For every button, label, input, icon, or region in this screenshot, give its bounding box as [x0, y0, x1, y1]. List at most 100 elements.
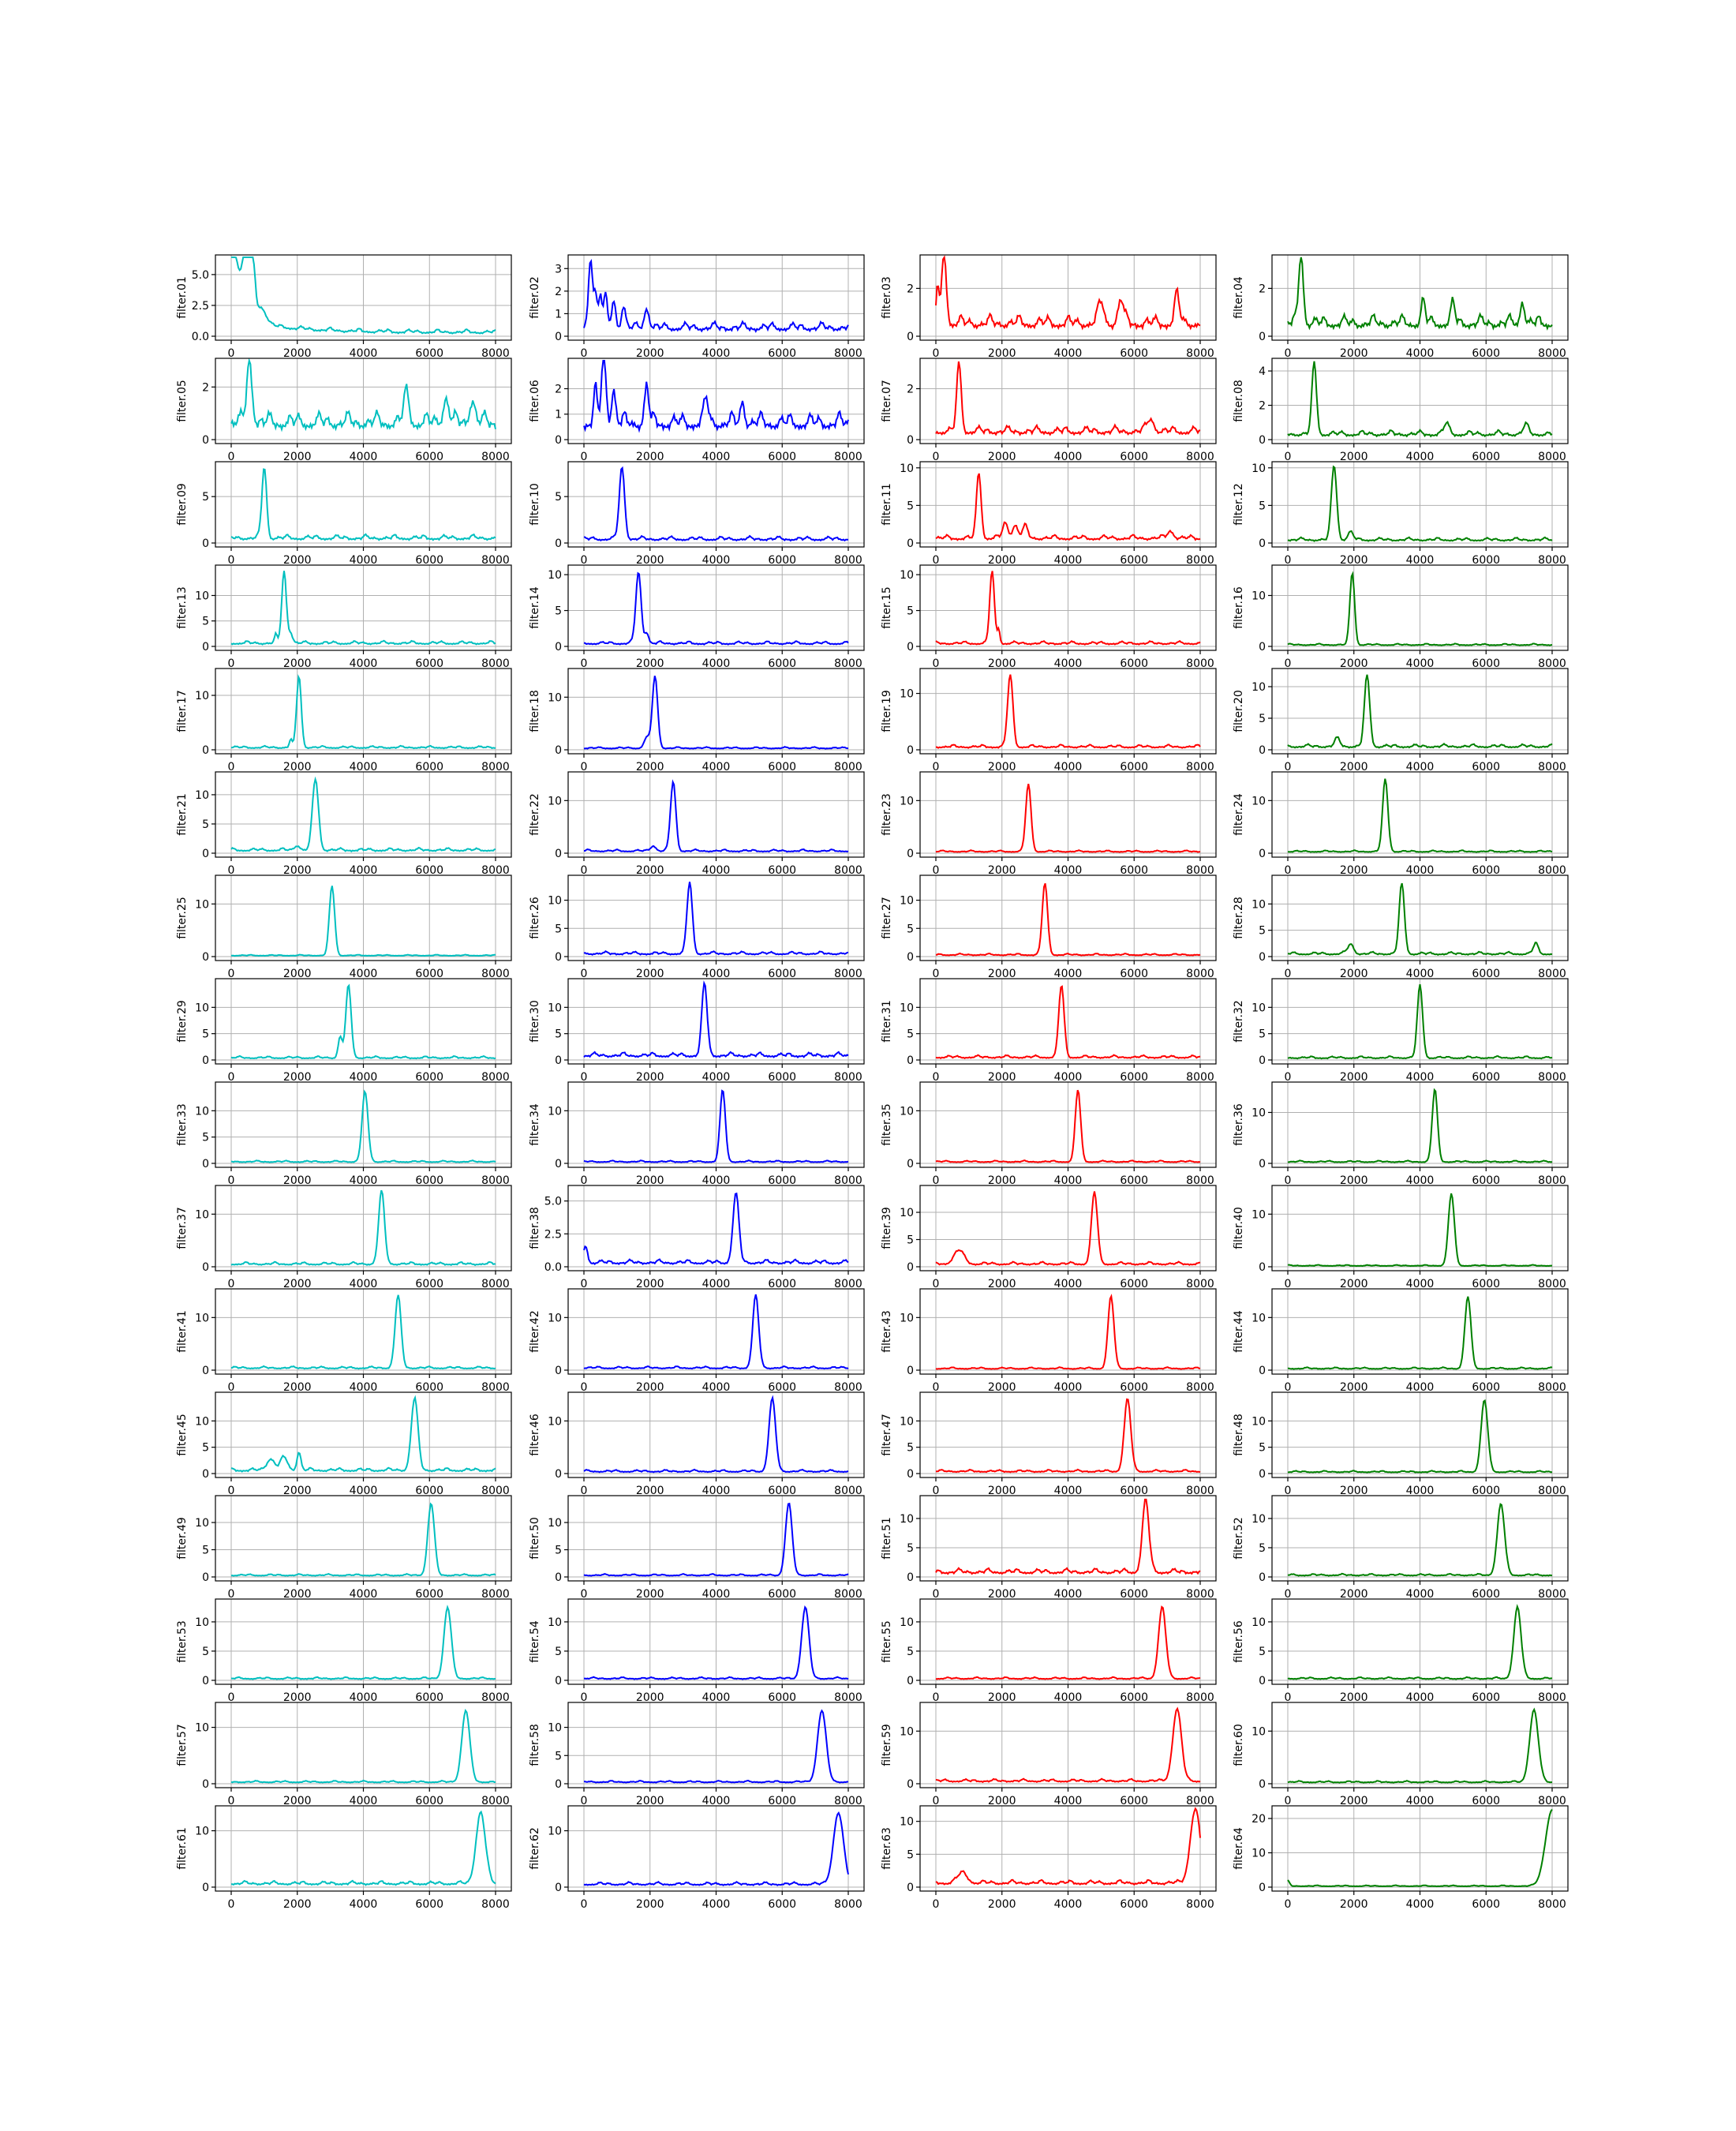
y-tick-label: 10 — [900, 1002, 914, 1014]
x-tick-label: 8000 — [834, 451, 862, 463]
x-tick-label: 4000 — [702, 657, 731, 670]
y-axis-label: filter.51 — [881, 1517, 893, 1560]
series-line — [1287, 1503, 1553, 1577]
y-tick-label: 0 — [202, 537, 209, 550]
y-tick-label: 10 — [195, 1616, 209, 1629]
y-tick-label: 10 — [1251, 1725, 1266, 1738]
x-tick-label: 4000 — [1054, 451, 1083, 463]
x-tick-label: 4000 — [1406, 1174, 1435, 1187]
x-tick-label: 6000 — [1472, 1485, 1500, 1497]
subplot-filter-19: 0 2000 4000 6000 8000 0 10 filter.19 — [881, 668, 1217, 773]
x-tick-label: 8000 — [1186, 761, 1214, 773]
subplot-filter-33: 0 2000 4000 6000 8000 0 5 10 filter.33 — [176, 1081, 512, 1187]
y-tick-label: 0 — [1259, 951, 1266, 964]
subplot-filter-25: 0 2000 4000 6000 8000 0 10 filter.25 — [176, 874, 512, 980]
series-line — [583, 1294, 849, 1370]
series-line — [583, 258, 849, 333]
y-axis-label: filter.16 — [1233, 586, 1245, 629]
series-line — [230, 886, 496, 957]
x-tick-label: 6000 — [768, 1898, 796, 1911]
y-tick-label: 0 — [555, 1054, 562, 1067]
x-tick-label: 4000 — [702, 1588, 731, 1601]
series-line — [230, 1708, 496, 1784]
y-axis-label: filter.36 — [1233, 1103, 1245, 1146]
series-line — [230, 983, 496, 1060]
x-tick-label: 2000 — [283, 1795, 312, 1807]
subplot-filter-31: 0 2000 4000 6000 8000 0 5 10 filter.31 — [881, 978, 1217, 1084]
x-tick-label: 4000 — [350, 1795, 378, 1807]
x-tick-label: 4000 — [1054, 1278, 1083, 1290]
x-tick-label: 6000 — [1472, 657, 1500, 670]
y-axis-label: filter.49 — [176, 1517, 189, 1560]
y-tick-label: 0 — [202, 434, 209, 447]
x-tick-label: 6000 — [1120, 1795, 1148, 1807]
series-line — [583, 1192, 849, 1266]
y-tick-label: 0 — [907, 951, 914, 964]
x-tick-label: 6000 — [415, 1898, 443, 1911]
x-tick-label: 4000 — [1406, 1381, 1435, 1394]
subplot-filter-04: 0 2000 4000 6000 8000 0 2 filter.04 — [1233, 254, 1569, 360]
y-tick-label: 5 — [907, 500, 914, 512]
y-tick-label: 0 — [907, 1571, 914, 1584]
x-tick-label: 8000 — [834, 1071, 862, 1084]
series-line — [583, 1605, 849, 1680]
x-tick-label: 6000 — [1120, 1588, 1148, 1601]
y-tick-label: 0 — [1259, 848, 1266, 860]
x-tick-label: 2000 — [636, 1588, 664, 1601]
x-tick-label: 2000 — [636, 1485, 664, 1497]
x-tick-label: 2000 — [1340, 1071, 1368, 1084]
x-tick-label: 8000 — [1538, 1071, 1566, 1084]
x-tick-label: 4000 — [350, 347, 378, 360]
y-axis-label: filter.34 — [529, 1103, 541, 1146]
y-tick-label: 0 — [907, 848, 914, 860]
x-tick-label: 0 — [933, 1588, 940, 1601]
x-tick-label: 6000 — [1120, 761, 1148, 773]
subplot-filter-64: 0 2000 4000 6000 8000 0 10 20 filter.64 — [1233, 1805, 1569, 1911]
x-tick-label: 6000 — [768, 451, 796, 463]
x-tick-label: 0 — [1285, 864, 1292, 877]
x-tick-label: 8000 — [1186, 554, 1214, 567]
x-tick-label: 4000 — [1054, 657, 1083, 670]
x-tick-label: 8000 — [1186, 1381, 1214, 1394]
subplot-filter-44: 0 2000 4000 6000 8000 0 10 filter.44 — [1233, 1288, 1569, 1394]
x-tick-label: 4000 — [1406, 968, 1435, 980]
subplot-filter-08: 0 2000 4000 6000 8000 0 2 4 filter.08 — [1233, 358, 1569, 463]
x-tick-label: 2000 — [283, 451, 312, 463]
x-tick-label: 6000 — [1472, 554, 1500, 567]
y-tick-label: 0 — [1259, 1468, 1266, 1481]
y-axis-label: filter.20 — [1233, 690, 1245, 732]
x-tick-label: 8000 — [1186, 1588, 1214, 1601]
x-tick-label: 6000 — [768, 1071, 796, 1084]
x-tick-label: 6000 — [1120, 968, 1148, 980]
y-tick-label: 0 — [1259, 1158, 1266, 1170]
x-tick-label: 0 — [581, 968, 588, 980]
x-tick-label: 4000 — [1054, 347, 1083, 360]
x-tick-label: 4000 — [1054, 1588, 1083, 1601]
x-tick-label: 8000 — [1538, 864, 1566, 877]
subplot-filter-41: 0 2000 4000 6000 8000 0 10 filter.41 — [176, 1288, 512, 1394]
y-tick-label: 5 — [907, 1234, 914, 1247]
x-tick-label: 0 — [933, 451, 940, 463]
y-tick-label: 10 — [1251, 590, 1266, 602]
y-tick-label: 10 — [900, 1616, 914, 1629]
x-tick-label: 2000 — [636, 1278, 664, 1290]
y-tick-label: 10 — [1251, 681, 1266, 694]
y-tick-label: 10 — [548, 1312, 562, 1324]
series-line — [230, 571, 496, 646]
y-tick-label: 10 — [195, 789, 209, 802]
series-line — [230, 1089, 496, 1163]
y-tick-label: 0 — [1259, 1778, 1266, 1791]
x-tick-label: 0 — [228, 1381, 235, 1394]
subplot-filter-14: 0 2000 4000 6000 8000 0 5 10 filter.14 — [529, 564, 865, 670]
x-tick-label: 2000 — [283, 1071, 312, 1084]
subplot-filter-12: 0 2000 4000 6000 8000 0 5 10 filter.12 — [1233, 461, 1569, 567]
y-tick-label: 5 — [202, 1646, 209, 1658]
x-tick-label: 0 — [581, 1485, 588, 1497]
y-tick-label: 0 — [555, 1468, 562, 1481]
y-tick-label: 10 — [900, 895, 914, 908]
y-tick-label: 0 — [202, 1778, 209, 1791]
y-axis-label: filter.63 — [881, 1827, 893, 1870]
x-tick-label: 0 — [581, 1381, 588, 1394]
x-tick-label: 6000 — [768, 864, 796, 877]
y-tick-label: 10 — [195, 1722, 209, 1735]
